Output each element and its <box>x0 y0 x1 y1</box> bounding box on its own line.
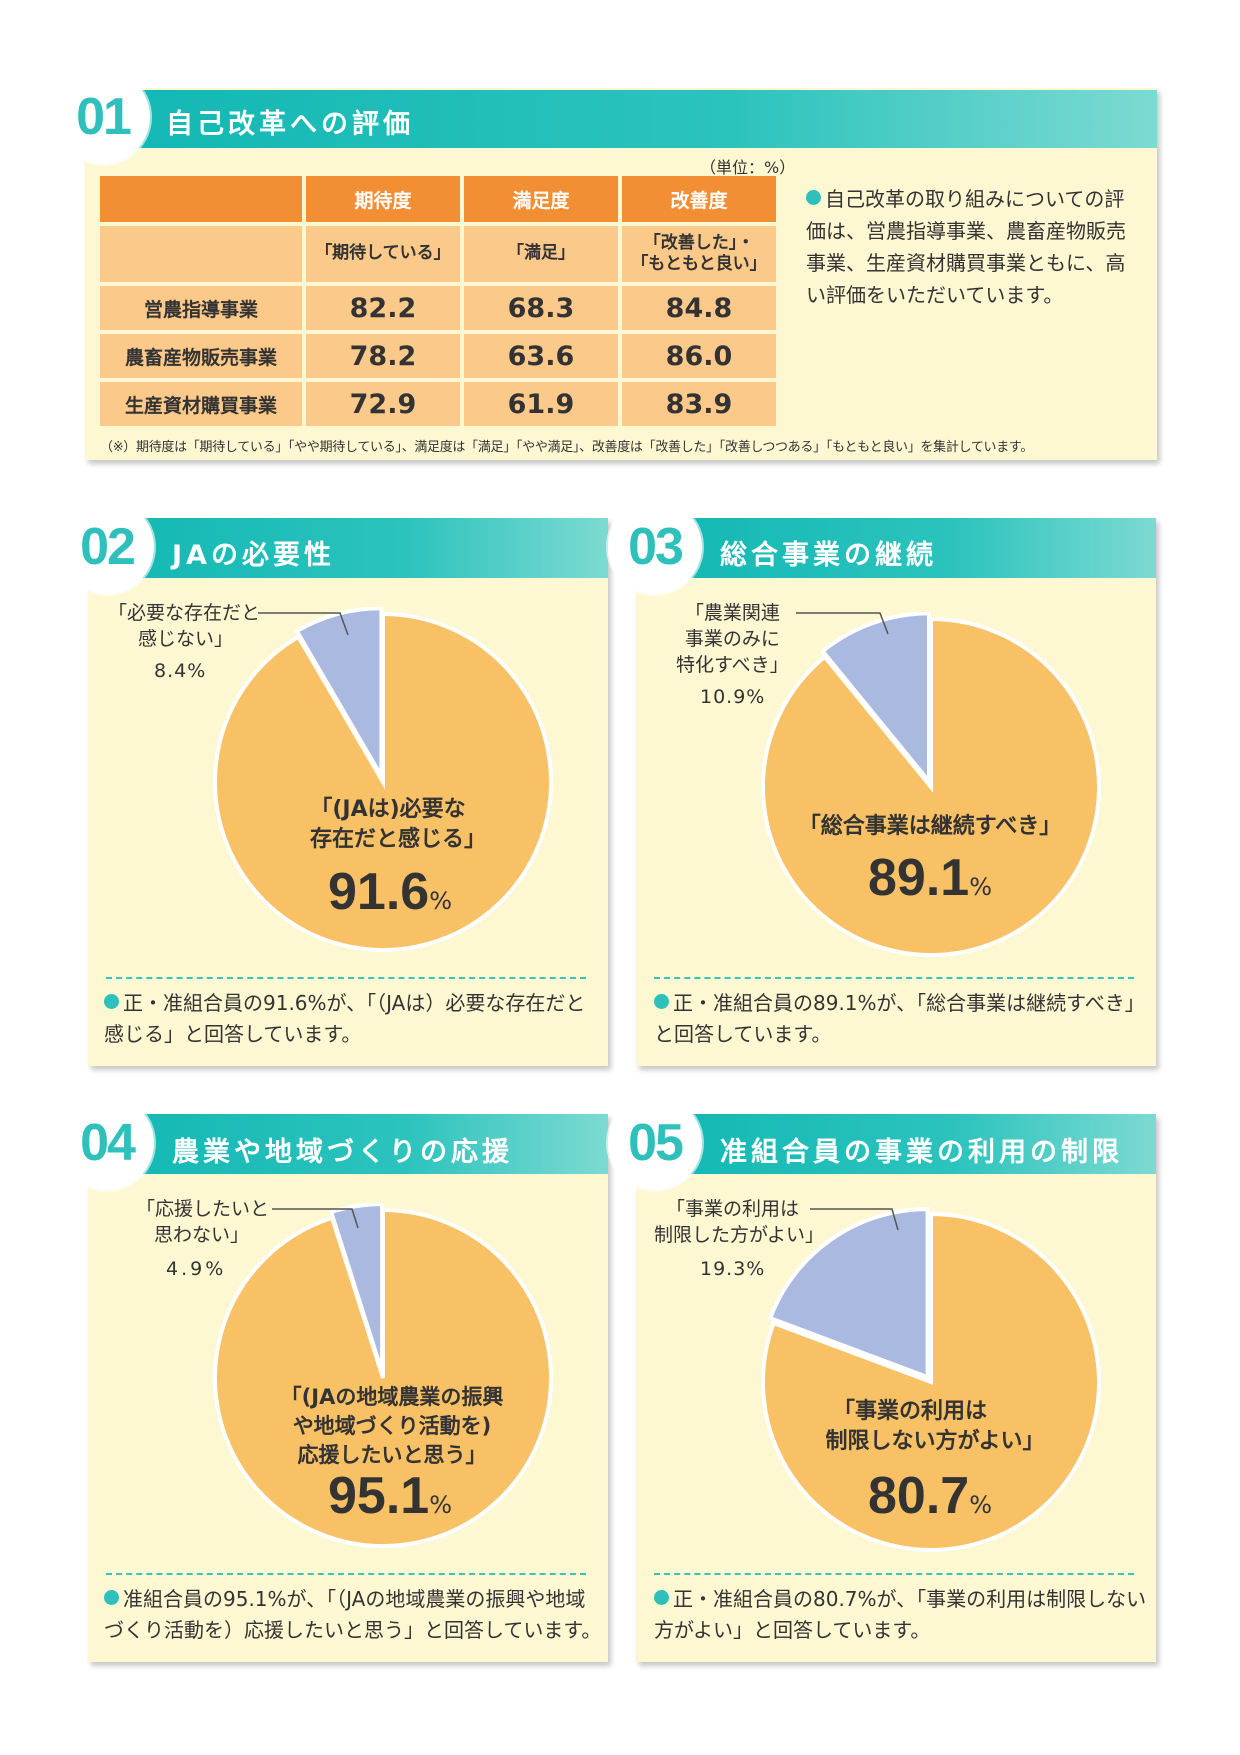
minor-label-05: 「事業の利用は 制限した方がよい」 <box>654 1198 825 1246</box>
unit-label: （単位：%） <box>700 158 796 177</box>
section-03-title: 総合事業の継続 <box>720 540 937 571</box>
evaluation-summary: 自己改革の取り組みについての評価は、営農指導事業、農畜産物販売事業、生産資材購買… <box>806 187 1126 307</box>
row-label: 農畜産物販売事業 <box>100 334 302 378</box>
table-cell: 72.9 <box>305 382 460 426</box>
minor-pct-02: 8.4% <box>154 660 207 682</box>
main-value-02: 91.6% <box>327 863 453 921</box>
col-sub-expectation: 「期待している」 <box>305 226 460 282</box>
pie-chart-03 <box>761 612 1101 957</box>
main-value-05: 80.7% <box>867 1467 993 1525</box>
evaluation-table: 期待度 満足度 改善度 「期待している」 「満足」 「改善した」・ 「もともと良い… <box>96 172 780 430</box>
table-cell: 63.6 <box>463 334 618 378</box>
table-cell: 82.2 <box>305 286 460 330</box>
footer-03: 正・准組合員の89.1%が、「総合事業は継続すべき」と回答しています。 <box>654 991 1135 1046</box>
section-04-title: 農業や地域づくりの応援 <box>172 1137 513 1168</box>
footer-04: 准組合員の95.1%が、「（JAの地域農業の振興や地域づくり活動を）応援したいと… <box>104 1587 602 1642</box>
minor-pct-04: 4.9% <box>166 1258 227 1280</box>
section-04-header <box>100 1114 608 1174</box>
table-footnote: （※）期待度は「期待している」「やや期待している」、満足度は「満足」「やや満足」… <box>100 440 1034 455</box>
col-header-improvement: 改善度 <box>621 176 776 222</box>
main-label-04: 「(JAの地域農業の振興 や地域づくり活動を) 応援したいと思う」 <box>280 1385 504 1467</box>
row-label: 生産資材購買事業 <box>100 382 302 426</box>
table-cell: 78.2 <box>305 334 460 378</box>
table-cell: 84.8 <box>621 286 776 330</box>
pie-slice-main <box>761 1211 1101 1552</box>
divider-03 <box>654 977 1134 979</box>
section-01-number: 01 <box>56 70 150 164</box>
pie-slice-main <box>761 616 1101 957</box>
table-cell: 86.0 <box>621 334 776 378</box>
table-row: 生産資材購買事業 72.9 61.9 83.9 <box>100 382 776 426</box>
section-02-title: JAの必要性 <box>172 540 335 571</box>
row-label: 営農指導事業 <box>100 286 302 330</box>
col-header-satisfaction: 満足度 <box>463 176 618 222</box>
section-04-number: 04 <box>60 1096 154 1190</box>
table-cell: 83.9 <box>621 382 776 426</box>
table-cell: 61.9 <box>463 382 618 426</box>
section-05-header <box>648 1114 1156 1174</box>
table-subcorner <box>100 226 302 282</box>
main-label-03: 「総合事業は継続すべき」 <box>798 814 1062 839</box>
section-02-number: 02 <box>60 500 154 594</box>
pie-slice-minor <box>767 1207 930 1380</box>
footer-05: 正・准組合員の80.7%が、「事業の利用は制限しない方がよい」と回答しています。 <box>654 1587 1147 1642</box>
table-corner <box>100 176 302 222</box>
main-value-04: 95.1% <box>327 1467 453 1525</box>
section-02-header <box>100 518 608 578</box>
section-05-number: 05 <box>608 1096 702 1190</box>
main-label-02: 「(JAは)必要な 存在だと感じる」 <box>309 797 486 852</box>
section-01-header <box>100 90 1157 148</box>
table-row: 農畜産物販売事業 78.2 63.6 86.0 <box>100 334 776 378</box>
section-03-header <box>648 518 1156 578</box>
divider-04 <box>106 1573 586 1575</box>
minor-label-02: 「必要な存在だと 感じない」 <box>108 602 261 650</box>
minor-pct-03: 10.9% <box>700 686 766 708</box>
pie-slice-main <box>213 1207 553 1548</box>
table-cell: 68.3 <box>463 286 618 330</box>
section-01-title: 自己改革への評価 <box>166 109 414 140</box>
divider-02 <box>106 977 586 979</box>
main-value-03: 89.1% <box>867 849 993 907</box>
table-row: 営農指導事業 82.2 68.3 84.8 <box>100 286 776 330</box>
pie-chart-05 <box>761 1207 1101 1552</box>
col-header-expectation: 期待度 <box>305 176 460 222</box>
pie-chart-04 <box>213 1203 553 1548</box>
minor-label-03: 「農業関連 事業のみに 特化すべき」 <box>676 602 789 676</box>
col-sub-satisfaction: 「満足」 <box>463 226 618 282</box>
divider-05 <box>654 1573 1134 1575</box>
main-label-05: 「事業の利用は 制限しない方がよい」 <box>825 1399 1045 1454</box>
footer-02: 正・准組合員の91.6%が、「（JAは）必要な存在だと感じる」と回答しています。 <box>104 991 586 1046</box>
minor-label-04: 「応援したいと 思わない」 <box>136 1198 270 1246</box>
section-03-number: 03 <box>608 500 702 594</box>
minor-pct-05: 19.3% <box>700 1258 766 1280</box>
bullet-dot <box>806 190 821 205</box>
col-sub-improvement: 「改善した」・ 「もともと良い」 <box>621 226 776 282</box>
section-05-title: 准組合員の事業の利用の制限 <box>720 1137 1123 1168</box>
